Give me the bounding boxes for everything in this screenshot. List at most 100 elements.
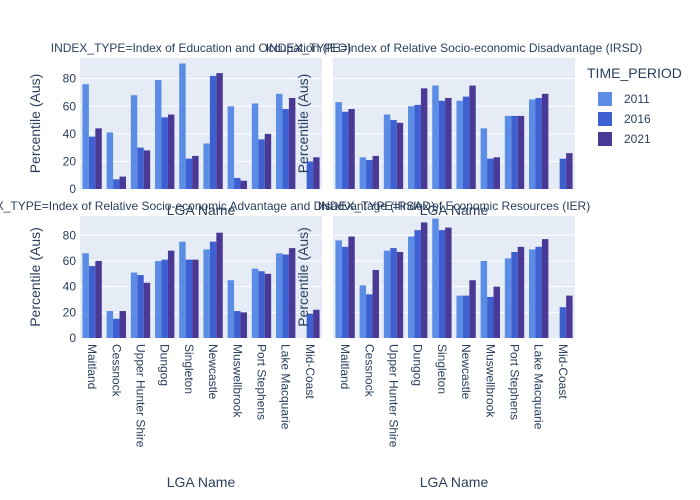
bar <box>143 150 151 189</box>
bar <box>137 275 144 338</box>
bar <box>359 157 367 189</box>
bar <box>566 295 573 338</box>
bar <box>341 111 349 189</box>
bar <box>408 106 415 189</box>
bar <box>251 268 259 338</box>
x-tick-label: Muswellbrook <box>230 344 244 418</box>
bar <box>383 114 391 189</box>
bar <box>341 246 349 338</box>
bar <box>396 122 404 189</box>
x-tick-label: Port Stephens <box>255 344 269 420</box>
bar <box>306 313 314 338</box>
bar <box>264 133 272 189</box>
legend-item[interactable]: 2021 <box>598 132 651 146</box>
bar <box>348 236 355 338</box>
x-axis-title: LGA Name <box>167 474 236 490</box>
legend-item[interactable]: 2011 <box>598 92 650 106</box>
bar <box>88 266 96 338</box>
bar <box>234 311 241 338</box>
y-tick-label: 40 <box>63 280 77 294</box>
y-tick-label: 80 <box>63 72 77 86</box>
y-tick-label: 0 <box>69 182 76 196</box>
legend-swatch <box>598 132 612 146</box>
bar <box>113 179 120 189</box>
x-tick-label: Maitland <box>85 344 99 389</box>
bar <box>420 88 428 189</box>
bar <box>511 115 518 189</box>
legend-title: TIME_PERIOD <box>587 65 682 81</box>
bar <box>456 295 463 338</box>
bar <box>432 85 439 189</box>
bar <box>95 128 102 189</box>
legend-item[interactable]: 2016 <box>598 112 651 126</box>
legend: TIME_PERIOD 2011 2016 2021 <box>587 65 682 146</box>
bar <box>529 99 536 189</box>
legend-label: 2016 <box>624 112 651 126</box>
bar <box>264 273 272 338</box>
x-axis-title: LGA Name <box>420 202 489 218</box>
bar <box>366 160 373 189</box>
legend-label: 2011 <box>624 92 650 106</box>
bar <box>462 295 470 338</box>
bar <box>469 85 476 189</box>
facet-title: INDEX_TYPE=Index of Relative Socio-econo… <box>266 41 643 55</box>
bar <box>566 153 573 189</box>
bar <box>130 95 138 189</box>
x-tick-label: Newcastle <box>206 344 220 400</box>
x-tick-label: Upper Hunter Shire <box>134 344 148 448</box>
bar <box>106 311 114 338</box>
bar <box>372 155 379 189</box>
x-tick-label: Muswellbrook <box>483 344 497 418</box>
x-tick-label: Dungog <box>411 344 425 386</box>
facet-panel: INDEX_TYPE=Index of Economic Resources (… <box>295 199 590 490</box>
bar <box>119 176 126 189</box>
bar <box>82 253 89 338</box>
facet-title: INDEX_TYPE=Index of Economic Resources (… <box>318 199 590 213</box>
y-tick-label: 20 <box>63 154 77 168</box>
bar <box>313 157 320 189</box>
bar <box>487 158 494 189</box>
bar <box>517 246 525 338</box>
bar <box>130 272 138 338</box>
bar <box>282 254 289 338</box>
x-tick-label: Newcastle <box>459 344 473 400</box>
bar <box>517 115 525 189</box>
bar <box>185 158 193 189</box>
bar <box>535 246 542 338</box>
x-axis-title: LGA Name <box>167 202 236 218</box>
y-axis-title: Percentile (Aus) <box>27 227 43 327</box>
bar <box>106 132 114 189</box>
bar <box>529 249 536 338</box>
x-tick-label: Dungog <box>158 344 172 386</box>
bar <box>348 109 355 189</box>
x-tick-label: Mid-Coast <box>556 344 570 399</box>
bar <box>504 115 512 189</box>
y-tick-label: 60 <box>63 254 77 268</box>
bar <box>366 294 373 338</box>
legend-swatch <box>598 92 612 106</box>
x-tick-label: Upper Hunter Shire <box>387 344 401 448</box>
x-tick-label: Maitland <box>338 344 352 389</box>
bar <box>559 158 567 189</box>
x-axis-title: LGA Name <box>420 474 489 490</box>
facet-panel: INDEX_TYPE=Index of Relative Socio-econo… <box>266 41 643 218</box>
bar <box>192 259 199 338</box>
bar <box>251 103 259 189</box>
bar <box>95 260 102 338</box>
y-tick-label: 20 <box>63 305 77 319</box>
x-tick-label: Singleton <box>435 344 449 394</box>
bar <box>179 63 186 189</box>
y-tick-label: 40 <box>63 127 77 141</box>
bar <box>203 249 210 338</box>
bar <box>258 271 265 338</box>
bar <box>480 128 488 189</box>
legend-swatch <box>598 112 612 126</box>
bar <box>493 157 500 189</box>
bar <box>209 75 217 189</box>
bar <box>372 269 379 338</box>
x-tick-label: Mid-Coast <box>303 344 317 399</box>
bar <box>113 318 120 338</box>
bar <box>469 280 476 338</box>
bar <box>119 311 126 338</box>
bar <box>288 248 296 338</box>
